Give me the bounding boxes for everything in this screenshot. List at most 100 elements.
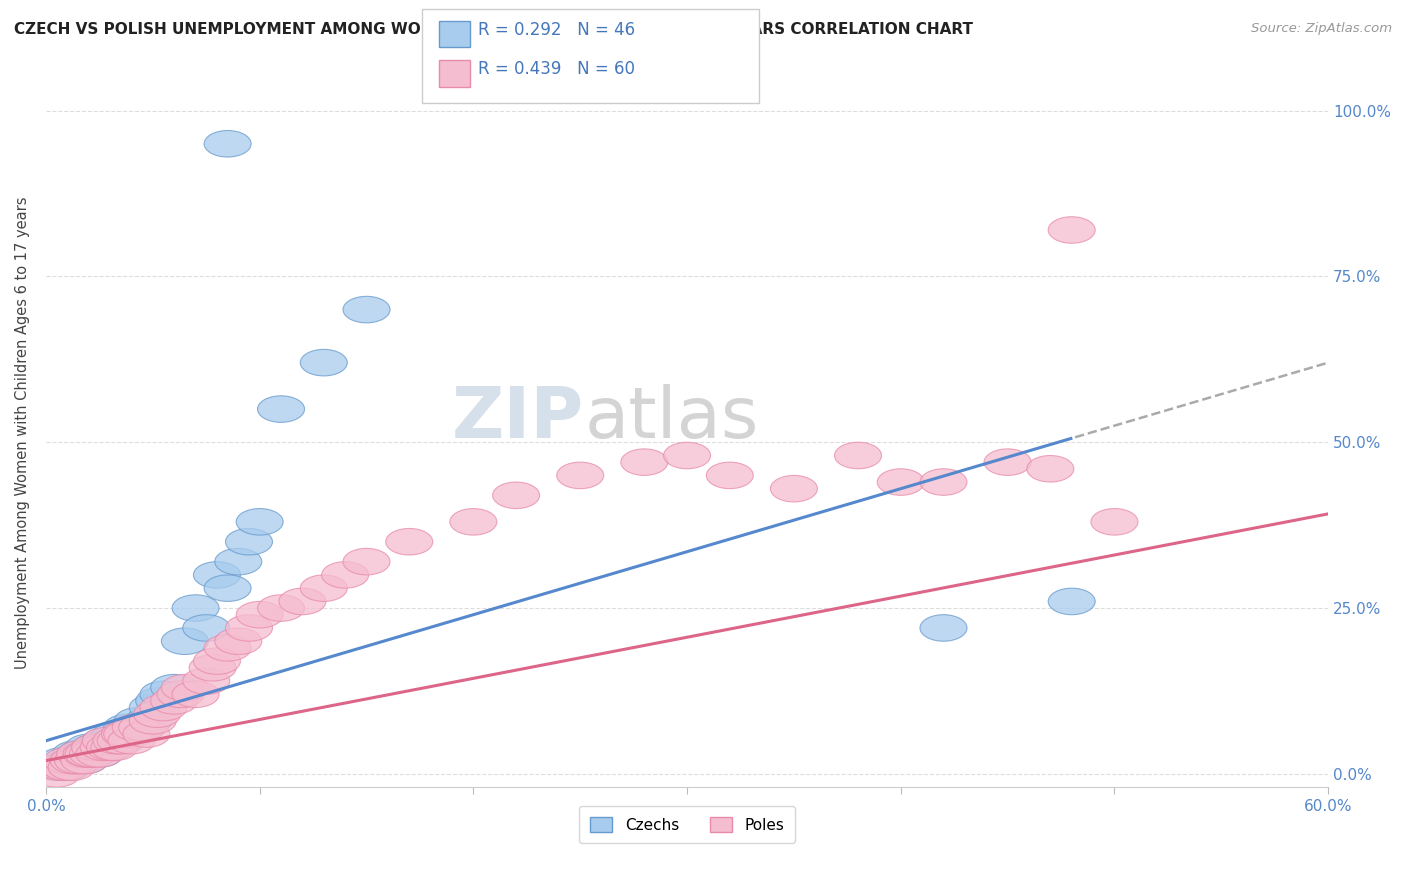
Ellipse shape <box>204 575 252 601</box>
Ellipse shape <box>278 588 326 615</box>
Ellipse shape <box>450 508 496 535</box>
Ellipse shape <box>93 721 141 747</box>
Ellipse shape <box>56 740 104 767</box>
Ellipse shape <box>557 462 603 489</box>
Ellipse shape <box>877 469 924 495</box>
Ellipse shape <box>920 469 967 495</box>
Ellipse shape <box>76 740 122 767</box>
Ellipse shape <box>80 734 127 761</box>
Ellipse shape <box>83 728 129 754</box>
Ellipse shape <box>984 449 1031 475</box>
Ellipse shape <box>91 734 138 761</box>
Ellipse shape <box>39 747 87 774</box>
Ellipse shape <box>215 549 262 575</box>
Ellipse shape <box>93 728 141 754</box>
Ellipse shape <box>225 528 273 555</box>
Ellipse shape <box>42 754 89 780</box>
Ellipse shape <box>172 681 219 707</box>
Ellipse shape <box>322 562 368 588</box>
Ellipse shape <box>91 728 138 754</box>
Ellipse shape <box>60 747 108 774</box>
Ellipse shape <box>44 747 91 774</box>
Ellipse shape <box>1049 217 1095 244</box>
Ellipse shape <box>150 688 198 714</box>
Ellipse shape <box>38 754 84 780</box>
Text: R = 0.292   N = 46: R = 0.292 N = 46 <box>478 21 636 38</box>
Ellipse shape <box>343 296 389 323</box>
Ellipse shape <box>72 734 118 761</box>
Ellipse shape <box>150 674 198 701</box>
Ellipse shape <box>122 721 170 747</box>
Ellipse shape <box>257 595 305 622</box>
Ellipse shape <box>108 728 155 754</box>
Ellipse shape <box>125 707 172 734</box>
Ellipse shape <box>83 728 129 754</box>
Ellipse shape <box>770 475 817 502</box>
Text: Source: ZipAtlas.com: Source: ZipAtlas.com <box>1251 22 1392 36</box>
Ellipse shape <box>183 615 229 641</box>
Ellipse shape <box>56 740 104 767</box>
Ellipse shape <box>104 714 150 740</box>
Ellipse shape <box>118 714 166 740</box>
Ellipse shape <box>52 740 100 767</box>
Ellipse shape <box>621 449 668 475</box>
Ellipse shape <box>65 734 112 761</box>
Ellipse shape <box>97 728 145 754</box>
Ellipse shape <box>76 734 122 761</box>
Ellipse shape <box>101 721 149 747</box>
Ellipse shape <box>69 740 117 767</box>
Ellipse shape <box>1091 508 1137 535</box>
Ellipse shape <box>343 549 389 575</box>
Ellipse shape <box>301 575 347 601</box>
Text: atlas: atlas <box>585 384 759 452</box>
Ellipse shape <box>157 681 204 707</box>
Ellipse shape <box>51 747 97 774</box>
Ellipse shape <box>194 648 240 674</box>
Ellipse shape <box>112 714 159 740</box>
Ellipse shape <box>65 740 112 767</box>
Ellipse shape <box>190 655 236 681</box>
Ellipse shape <box>87 734 134 761</box>
Ellipse shape <box>1026 456 1074 482</box>
Ellipse shape <box>60 747 108 774</box>
Ellipse shape <box>835 442 882 469</box>
Text: ZIP: ZIP <box>453 384 585 452</box>
Ellipse shape <box>920 615 967 641</box>
Legend: Czechs, Poles: Czechs, Poles <box>579 806 796 843</box>
Ellipse shape <box>162 628 208 655</box>
Ellipse shape <box>204 634 252 661</box>
Text: R = 0.439   N = 60: R = 0.439 N = 60 <box>478 60 636 78</box>
Ellipse shape <box>44 754 91 780</box>
Ellipse shape <box>55 747 101 774</box>
Ellipse shape <box>80 734 127 761</box>
Text: CZECH VS POLISH UNEMPLOYMENT AMONG WOMEN WITH CHILDREN AGES 6 TO 17 YEARS CORREL: CZECH VS POLISH UNEMPLOYMENT AMONG WOMEN… <box>14 22 973 37</box>
Ellipse shape <box>76 740 122 767</box>
Ellipse shape <box>34 761 80 787</box>
Ellipse shape <box>34 754 80 780</box>
Ellipse shape <box>97 728 145 754</box>
Ellipse shape <box>141 681 187 707</box>
Ellipse shape <box>129 694 176 721</box>
Ellipse shape <box>136 688 183 714</box>
Ellipse shape <box>55 747 101 774</box>
Ellipse shape <box>69 740 117 767</box>
Ellipse shape <box>72 734 118 761</box>
Ellipse shape <box>664 442 710 469</box>
Ellipse shape <box>48 747 96 774</box>
Ellipse shape <box>48 754 96 780</box>
Ellipse shape <box>118 714 166 740</box>
Ellipse shape <box>87 728 134 754</box>
Ellipse shape <box>385 528 433 555</box>
Ellipse shape <box>112 714 159 740</box>
Ellipse shape <box>129 707 176 734</box>
Ellipse shape <box>141 694 187 721</box>
Ellipse shape <box>114 707 162 734</box>
Ellipse shape <box>63 740 110 767</box>
Ellipse shape <box>301 350 347 376</box>
Ellipse shape <box>225 615 273 641</box>
Ellipse shape <box>104 721 150 747</box>
Y-axis label: Unemployment Among Women with Children Ages 6 to 17 years: Unemployment Among Women with Children A… <box>15 196 30 668</box>
Ellipse shape <box>492 482 540 508</box>
Ellipse shape <box>162 674 208 701</box>
Ellipse shape <box>65 740 112 767</box>
